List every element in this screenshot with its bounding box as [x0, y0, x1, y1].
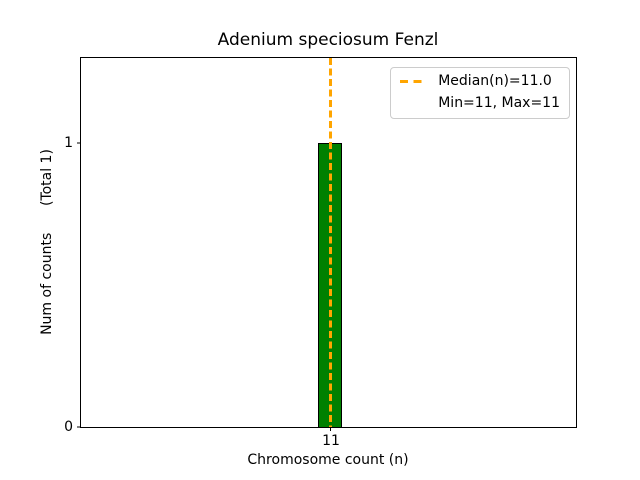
median-dashed-line-icon [400, 80, 428, 84]
y-tick-label-0: 0 [64, 419, 73, 435]
x-tick-mark-11 [330, 427, 331, 431]
y-tick-mark-1 [77, 142, 81, 144]
legend-label-median: Median(n)=11.0 [438, 73, 552, 89]
legend: Median(n)=11.0 Min=11, Max=11 [390, 67, 570, 119]
legend-label-minmax: Min=11, Max=11 [438, 94, 560, 111]
y-axis-label: Num of counts (Total 1) [39, 149, 55, 335]
chart-title: Adenium speciosum Fenzl [217, 30, 439, 50]
plot-area: Median(n)=11.0 Min=11, Max=11 0 1 11 [64, 57, 577, 448]
y-tick-mark-0 [77, 426, 81, 428]
x-tick-label-11: 11 [322, 433, 340, 449]
median-line [329, 58, 332, 427]
x-axis-label: Chromosome count (n) [247, 452, 409, 468]
legend-entry-median: Median(n)=11.0 [400, 73, 560, 91]
y-tick-label-1: 1 [64, 135, 73, 152]
legend-entry-minmax: Min=11, Max=11 [400, 95, 560, 113]
